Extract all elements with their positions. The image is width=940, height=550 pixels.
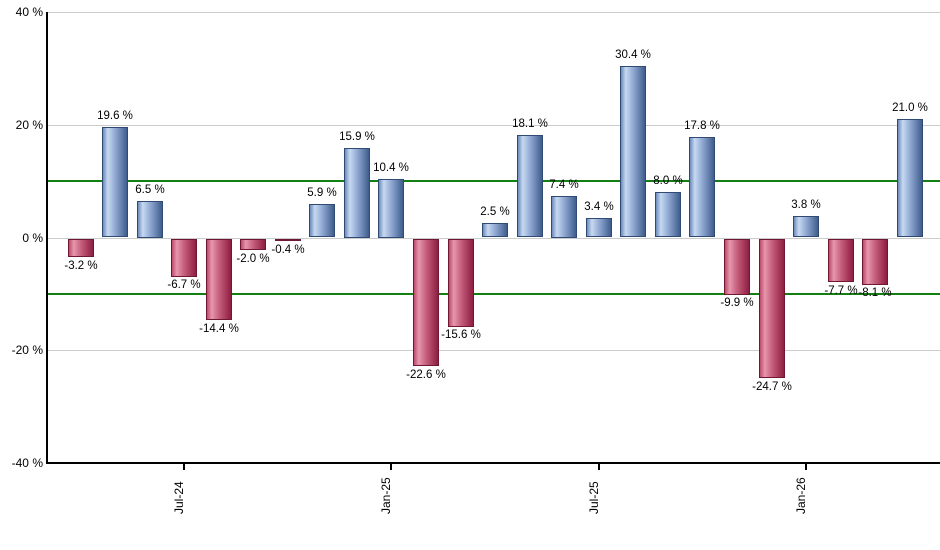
y-axis-tick-label: -40 % [11,456,43,470]
bar-value-label: -7.7 % [824,285,858,297]
bar-value-label: 18.1 % [512,118,548,130]
bar [413,239,439,366]
x-axis-tick [183,464,185,470]
bar-value-label: -2.0 % [236,253,270,265]
bar [102,127,128,237]
reference-line-10pct [47,180,940,182]
bar [828,239,854,282]
bar [897,119,923,237]
reference-line--10pct [47,293,940,295]
bar [206,239,232,320]
bar [137,201,163,238]
bar-value-label: 15.9 % [339,131,375,143]
bar [240,239,266,250]
bar-value-label: -8.1 % [858,287,892,299]
x-axis-tick-label: Jul-24 [172,481,186,514]
x-axis-tick [805,464,807,470]
bar [517,135,543,237]
bar-value-label: 5.9 % [307,187,337,199]
bar [689,137,715,237]
bar-value-label: 19.6 % [97,110,133,122]
bar-value-label: 10.4 % [373,162,409,174]
bar-value-label: 17.8 % [684,120,720,132]
bar-value-label: -22.6 % [406,369,446,381]
bar [724,239,750,295]
bar [309,204,335,237]
x-axis-tick-label: Jan-26 [794,477,808,514]
x-axis-tick [390,464,392,470]
bar-value-label: -14.4 % [199,323,239,335]
bar [793,216,819,237]
bar [378,179,404,238]
bar [275,239,301,241]
bar [448,239,474,327]
bar-value-label: 2.5 % [480,206,510,218]
bar-value-label: 8.0 % [653,175,683,187]
bar-value-label: 3.4 % [584,201,614,213]
bar-value-label: -9.9 % [720,297,754,309]
bar [551,196,577,238]
bar-value-label: -0.4 % [271,244,305,256]
bar [862,239,888,285]
gridline-40 [47,12,940,13]
bar [655,192,681,237]
bar-value-label: -15.6 % [441,329,481,341]
bar [171,239,197,277]
y-axis-tick-label: 0 % [22,231,43,245]
x-axis-tick [598,464,600,470]
bar-value-label: 3.8 % [791,199,821,211]
bar-value-label: 30.4 % [615,49,651,61]
bar [620,66,646,237]
y-axis-tick-label: 20 % [15,118,43,132]
gridline--20 [47,350,940,351]
bar [68,239,94,257]
bar [344,148,370,238]
bar [759,239,785,378]
bar [482,223,508,237]
bar [586,218,612,237]
gridline-20 [47,125,940,126]
y-axis-line [46,12,48,464]
bar-value-label: -3.2 % [64,260,98,272]
gridline-0 [47,238,940,239]
y-axis-tick-label: -20 % [11,343,43,357]
x-axis-tick-label: Jul-25 [587,481,601,514]
bar-value-label: -24.7 % [752,381,792,393]
x-axis-tick-label: Jan-25 [379,477,393,514]
bar-value-label: 7.4 % [549,179,579,191]
bar-value-label: 21.0 % [892,102,928,114]
bar-value-label: 6.5 % [135,184,165,196]
y-axis-tick-label: 40 % [15,5,43,19]
bar-value-label: -6.7 % [167,279,201,291]
x-axis-line [46,462,940,464]
